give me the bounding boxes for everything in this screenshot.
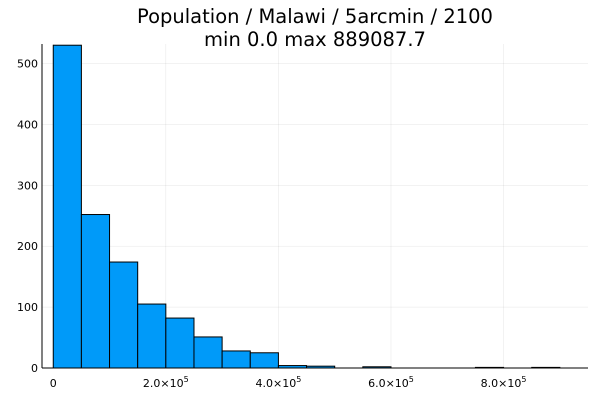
x-tick-label: 0 [50,377,57,390]
y-tick-label: 200 [17,240,38,253]
axes [41,44,588,369]
x-tick-labels: 0 2.0×105 4.0×105 6.0×105 8.0×105 [50,375,527,390]
histogram-bar [137,303,167,369]
x-tick-label: 8.0×105 [481,375,527,390]
histogram-bar [249,352,279,369]
histogram-bar [52,44,82,369]
y-tick-label: 400 [17,118,38,131]
y-tick-label: 300 [17,179,38,192]
histogram-bar [193,336,223,369]
chart-subtitle: min 0.0 max 889087.7 [204,28,426,51]
histogram-bar [165,317,195,369]
x-tick-label: 4.0×105 [256,375,302,390]
y-tick-label: 500 [17,57,38,70]
histogram-bars [52,44,561,369]
x-tick-label: 6.0×105 [368,375,414,390]
chart-title: Population / Malawi / 5arcmin / 2100 [137,5,493,28]
y-tick-labels: 0 100 200 300 400 500 [17,57,38,375]
x-tick-label: 2.0×105 [143,375,189,390]
histogram-bar [221,350,251,369]
histogram-bar [80,214,111,369]
y-tick-label: 0 [31,362,38,375]
y-tick-label: 100 [17,301,38,314]
histogram-bar [109,261,139,369]
